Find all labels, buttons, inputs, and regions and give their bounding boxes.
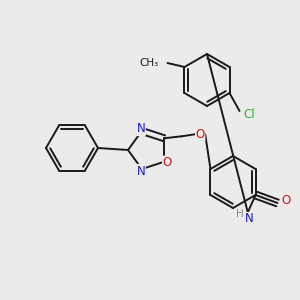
Text: N: N	[136, 122, 145, 136]
Text: N: N	[136, 164, 145, 178]
Text: O: O	[196, 128, 205, 141]
Text: CH₃: CH₃	[139, 58, 158, 68]
Text: H: H	[236, 209, 243, 219]
Text: O: O	[163, 156, 172, 169]
Text: N: N	[245, 212, 254, 226]
Text: Cl: Cl	[244, 109, 255, 122]
Text: O: O	[281, 194, 290, 208]
